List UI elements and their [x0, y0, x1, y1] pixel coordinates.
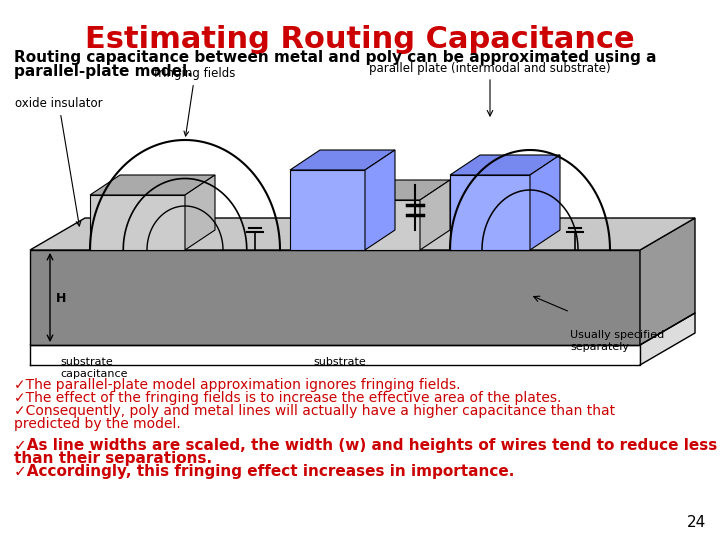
Text: H: H — [56, 292, 66, 305]
Polygon shape — [290, 150, 395, 170]
Polygon shape — [450, 175, 530, 250]
Text: ✓Accordingly, this fringing effect increases in importance.: ✓Accordingly, this fringing effect incre… — [14, 464, 514, 479]
Text: predicted by the model.: predicted by the model. — [14, 417, 181, 431]
Polygon shape — [450, 155, 560, 175]
Text: oxide insulator: oxide insulator — [15, 97, 103, 226]
Text: substrate: substrate — [314, 357, 366, 367]
Text: Estimating Routing Capacitance: Estimating Routing Capacitance — [85, 25, 635, 54]
Polygon shape — [90, 195, 185, 250]
Text: Usually specified
separately: Usually specified separately — [570, 330, 665, 352]
Polygon shape — [30, 313, 695, 345]
Polygon shape — [530, 155, 560, 250]
Text: ✓As line widths are scaled, the width (w) and heights of wires tend to reduce le: ✓As line widths are scaled, the width (w… — [14, 438, 717, 453]
Text: 24: 24 — [687, 515, 706, 530]
Polygon shape — [355, 180, 450, 200]
Polygon shape — [290, 170, 365, 250]
Polygon shape — [420, 180, 450, 250]
Text: parallel-plate model.: parallel-plate model. — [14, 64, 193, 79]
Polygon shape — [30, 250, 640, 345]
Polygon shape — [185, 175, 215, 250]
Polygon shape — [90, 175, 215, 195]
Text: Routing capacitance between metal and poly can be approximated using a: Routing capacitance between metal and po… — [14, 50, 657, 65]
Polygon shape — [640, 313, 695, 365]
Text: ✓The effect of the fringing fields is to increase the effective area of the plat: ✓The effect of the fringing fields is to… — [14, 391, 562, 405]
Text: fringing fields: fringing fields — [154, 67, 235, 136]
Polygon shape — [640, 218, 695, 345]
Text: ✓The parallel-plate model approximation ignores fringing fields.: ✓The parallel-plate model approximation … — [14, 378, 461, 392]
Polygon shape — [355, 200, 420, 250]
Polygon shape — [30, 218, 695, 250]
Text: substrate
capacitance: substrate capacitance — [60, 357, 127, 379]
Text: ✓Consequently, poly and metal lines will actually have a higher capacitance than: ✓Consequently, poly and metal lines will… — [14, 404, 615, 418]
Polygon shape — [30, 345, 640, 365]
Text: parallel plate (intermodal and substrate): parallel plate (intermodal and substrate… — [369, 62, 611, 75]
Polygon shape — [365, 150, 395, 250]
Text: than their separations.: than their separations. — [14, 451, 212, 466]
